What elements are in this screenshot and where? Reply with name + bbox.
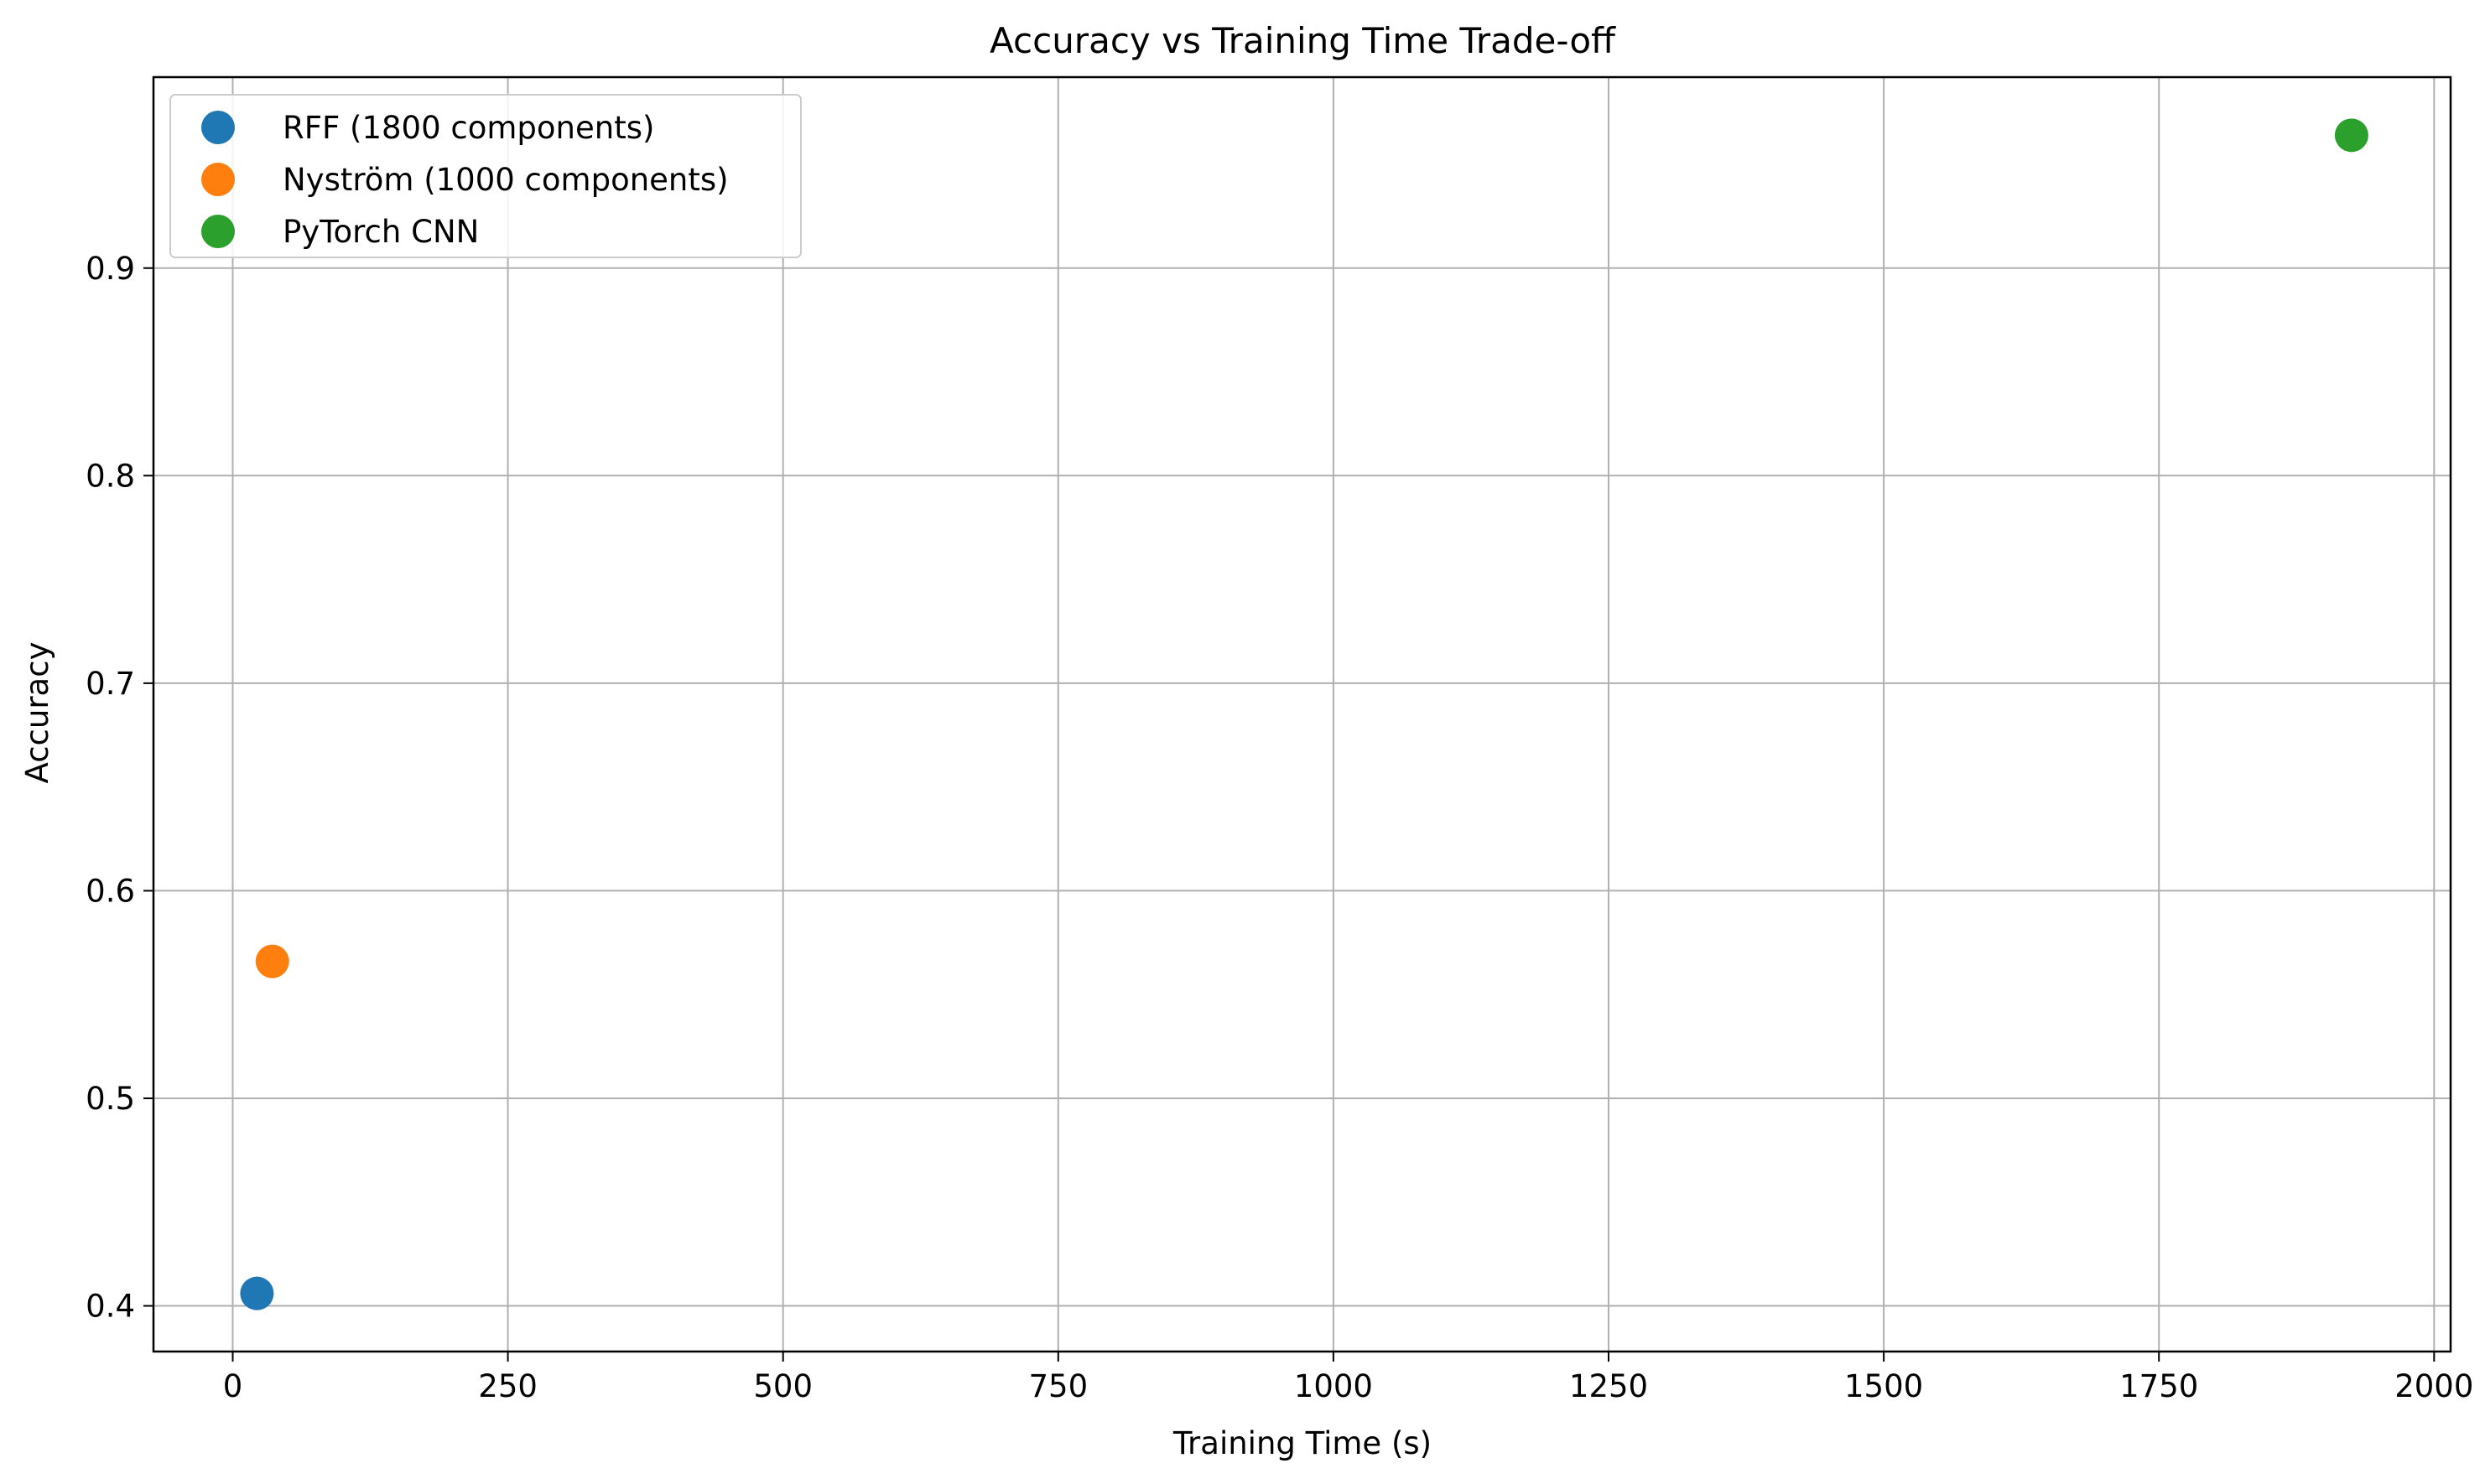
grid: [153, 77, 2451, 1352]
y-tick-label: 0.9: [86, 251, 135, 287]
legend-label: Nyström (1000 components): [283, 162, 729, 198]
x-tick-label: 2000: [2394, 1368, 2473, 1404]
plot-frame: [152, 75, 2452, 1353]
x-tick-label: 1500: [1844, 1368, 1923, 1404]
legend-marker: [201, 163, 235, 196]
legend-label: RFF (1800 components): [283, 110, 654, 146]
x-tick-label: 1250: [1569, 1368, 1648, 1404]
data-point: [2334, 118, 2368, 153]
y-tick-label: 0.7: [86, 666, 135, 702]
x-tick-label: 0: [223, 1368, 243, 1404]
y-tick-label: 0.8: [86, 458, 135, 494]
data-point: [240, 1276, 274, 1310]
legend-marker: [201, 215, 235, 248]
x-axis-label: Training Time (s): [1172, 1425, 1432, 1461]
y-tick-label: 0.4: [86, 1289, 135, 1325]
data-point: [255, 944, 289, 978]
x-tick-label: 500: [753, 1368, 813, 1404]
legend: RFF (1800 components) Nyström (1000 compo…: [169, 94, 802, 258]
legend-box: [169, 94, 802, 258]
legend-label: PyTorch CNN: [283, 214, 479, 250]
y-tick-label: 0.6: [86, 873, 135, 909]
axes: 0 250 500 750 1000 1250 1500 1750 2000 0.4 0.5 0.6 0…: [86, 75, 2473, 1404]
x-tick-label: 1750: [2119, 1368, 2198, 1404]
chart-title: Accuracy vs Training Time Trade-off: [990, 20, 1616, 61]
data-points: [240, 118, 2368, 1310]
y-tick-label: 0.5: [86, 1081, 135, 1117]
legend-marker: [201, 111, 235, 144]
x-tick-label: 1000: [1294, 1368, 1373, 1404]
y-axis-label: Accuracy: [19, 642, 55, 784]
x-tick-label: 750: [1028, 1368, 1088, 1404]
x-tick-label: 250: [478, 1368, 538, 1404]
